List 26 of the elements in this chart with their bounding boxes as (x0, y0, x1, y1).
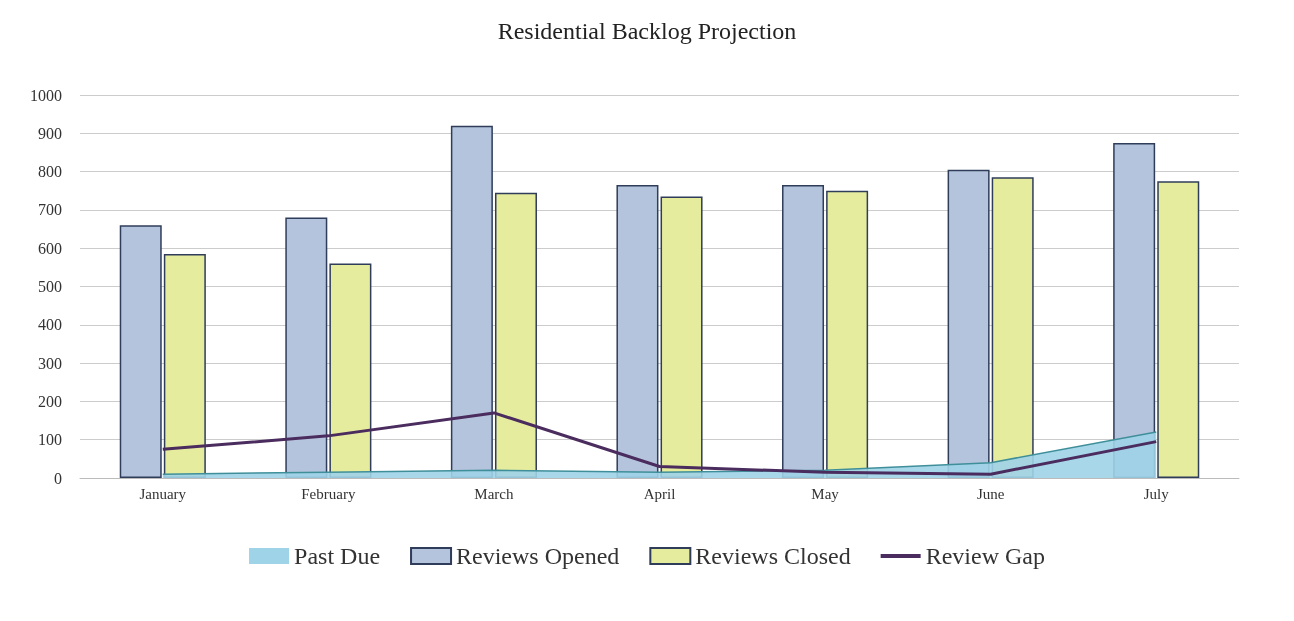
line-series (161, 411, 1158, 476)
x-tick-label: July (1143, 485, 1170, 502)
x-tick-label: April (643, 485, 676, 502)
y-tick-label: 1000 (30, 86, 62, 104)
legend-label: Review Gap (925, 543, 1045, 569)
y-tick-label: 0 (54, 469, 62, 487)
x-tick-label: February (301, 485, 356, 502)
x-tick-label: May (811, 485, 840, 502)
x-tick-label: January (139, 485, 187, 502)
x-tick-label: June (976, 485, 1005, 502)
y-tick-label: 600 (38, 239, 62, 257)
y-tick-label: 300 (38, 354, 62, 372)
chart-title: Residential Backlog Projection (497, 18, 797, 44)
y-tick-label: 500 (38, 278, 62, 295)
y-tick-label: 900 (38, 124, 62, 142)
legend-label: Past Due (294, 543, 381, 569)
bar (119, 225, 162, 478)
bar (1157, 181, 1200, 478)
y-tick-label: 800 (38, 163, 62, 181)
legend-label: Reviews Closed (695, 543, 851, 569)
y-tick-label: 100 (38, 431, 62, 449)
y-tick-label: 700 (38, 201, 62, 219)
x-tick-label: March (474, 485, 514, 502)
y-tick-label: 200 (38, 392, 62, 410)
legend-label: Reviews Opened (456, 543, 620, 569)
y-tick-label: 400 (38, 316, 62, 334)
